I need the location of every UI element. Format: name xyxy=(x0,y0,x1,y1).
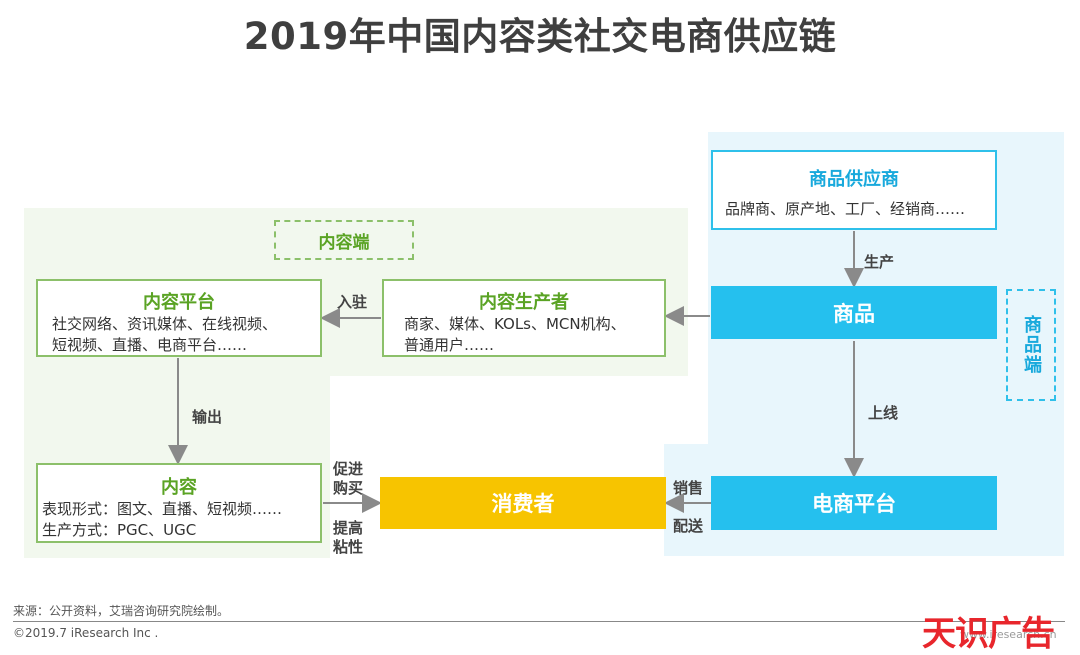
goods-side-label: 商品端 xyxy=(1006,289,1056,401)
content-platform-desc-line1: 社交网络、资讯媒体、在线视频、 xyxy=(52,315,278,333)
content-platform-title: 内容平台 xyxy=(143,292,215,313)
watermark-url: www.iresearch.cn xyxy=(960,628,1057,641)
consumer-node: 消费者 xyxy=(380,477,666,529)
source-note: 来源：公开资料，艾瑞咨询研究院绘制。 xyxy=(13,604,230,618)
label-online: 上线 xyxy=(868,404,899,422)
label-sell: 销售 xyxy=(673,479,704,497)
label-deliver: 配送 xyxy=(673,517,704,535)
supplier-box: 商品供应商 品牌商、原产地、工厂、经销商…… xyxy=(711,150,997,230)
content-box: 内容 表现形式：图文、直播、短视频…… 生产方式：PGC、UGC xyxy=(36,463,322,543)
content-producer-desc-line2: 普通用户…… xyxy=(404,336,495,354)
page-title: 2019年中国内容类社交电商供应链 xyxy=(243,15,837,58)
content-desc-line1: 表现形式：图文、直播、短视频…… xyxy=(42,500,283,518)
watermark-logo: 天识广告 xyxy=(922,614,1055,654)
content-producer-title: 内容生产者 xyxy=(479,292,569,313)
label-output: 输出 xyxy=(192,408,223,426)
label-promote-line2: 购买 xyxy=(333,479,364,497)
copyright: ©2019.7 iResearch Inc . xyxy=(13,626,159,640)
product-node: 商品 xyxy=(711,286,997,339)
label-sticky-line1: 提高 xyxy=(333,519,364,537)
ecommerce-platform-node: 电商平台 xyxy=(711,476,997,530)
content-side-label: 内容端 xyxy=(274,220,414,260)
label-settle: 入驻 xyxy=(337,293,368,311)
content-platform-desc-line2: 短视频、直播、电商平台…… xyxy=(52,336,248,354)
content-desc-line2: 生产方式：PGC、UGC xyxy=(42,521,197,539)
content-platform-box: 内容平台 社交网络、资讯媒体、在线视频、 短视频、直播、电商平台…… xyxy=(36,279,322,357)
footer-divider xyxy=(13,621,1065,622)
content-title: 内容 xyxy=(161,477,197,498)
label-sticky-line2: 粘性 xyxy=(333,538,364,556)
content-producer-box: 内容生产者 商家、媒体、KOLs、MCN机构、 普通用户…… xyxy=(382,279,666,357)
label-produce: 生产 xyxy=(864,253,895,271)
label-promote-line1: 促进 xyxy=(333,460,364,478)
supplier-title: 商品供应商 xyxy=(809,169,899,190)
content-producer-desc-line1: 商家、媒体、KOLs、MCN机构、 xyxy=(404,315,626,333)
supplier-desc: 品牌商、原产地、工厂、经销商…… xyxy=(725,200,966,218)
